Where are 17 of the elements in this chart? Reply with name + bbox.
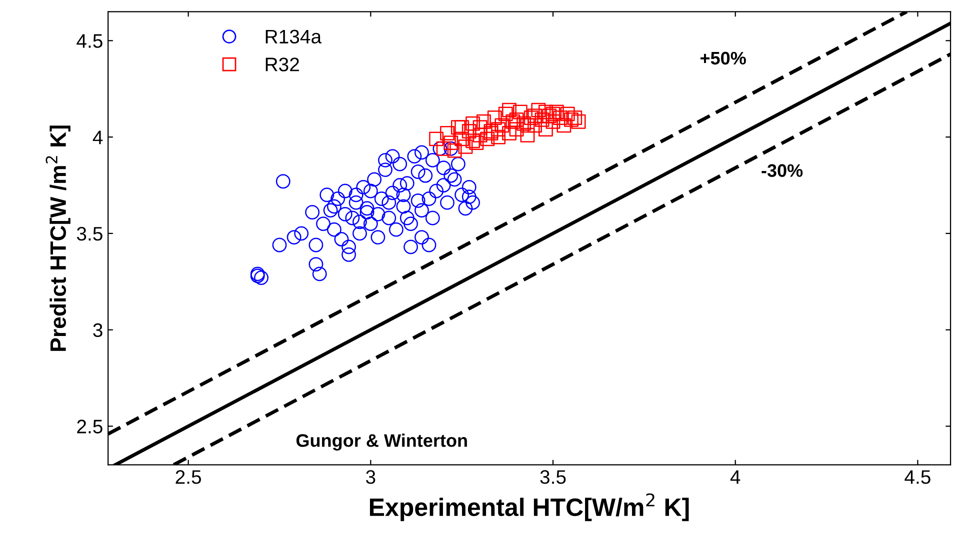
y-tick-label: 3 — [93, 323, 102, 338]
annotation: +50% — [700, 52, 746, 65]
y-tick-label: 2.5 — [77, 420, 102, 434]
y-tick-label: 4 — [92, 130, 103, 144]
y-axis-title: Predict HTC[W /m$^{2}$ K] — [46, 126, 70, 351]
x-tick-label: 4.5 — [904, 470, 930, 484]
legend-label: R134a — [266, 30, 322, 44]
annotation: Gungor & Winterton — [296, 434, 467, 451]
x-tick-label: 3.5 — [540, 470, 566, 484]
x-tick-label: 2.5 — [176, 470, 202, 484]
annotation: -30% — [762, 164, 803, 177]
legend-label: R32 — [266, 58, 299, 72]
x-tick-label: 4 — [730, 470, 740, 484]
x-axis-title: Experimental HTC[W/m$^{2}$ K] — [370, 493, 689, 522]
y-tick-label: 4.5 — [76, 34, 102, 48]
x-tick-label: 3 — [366, 470, 376, 484]
y-tick-label: 3.5 — [76, 226, 102, 241]
